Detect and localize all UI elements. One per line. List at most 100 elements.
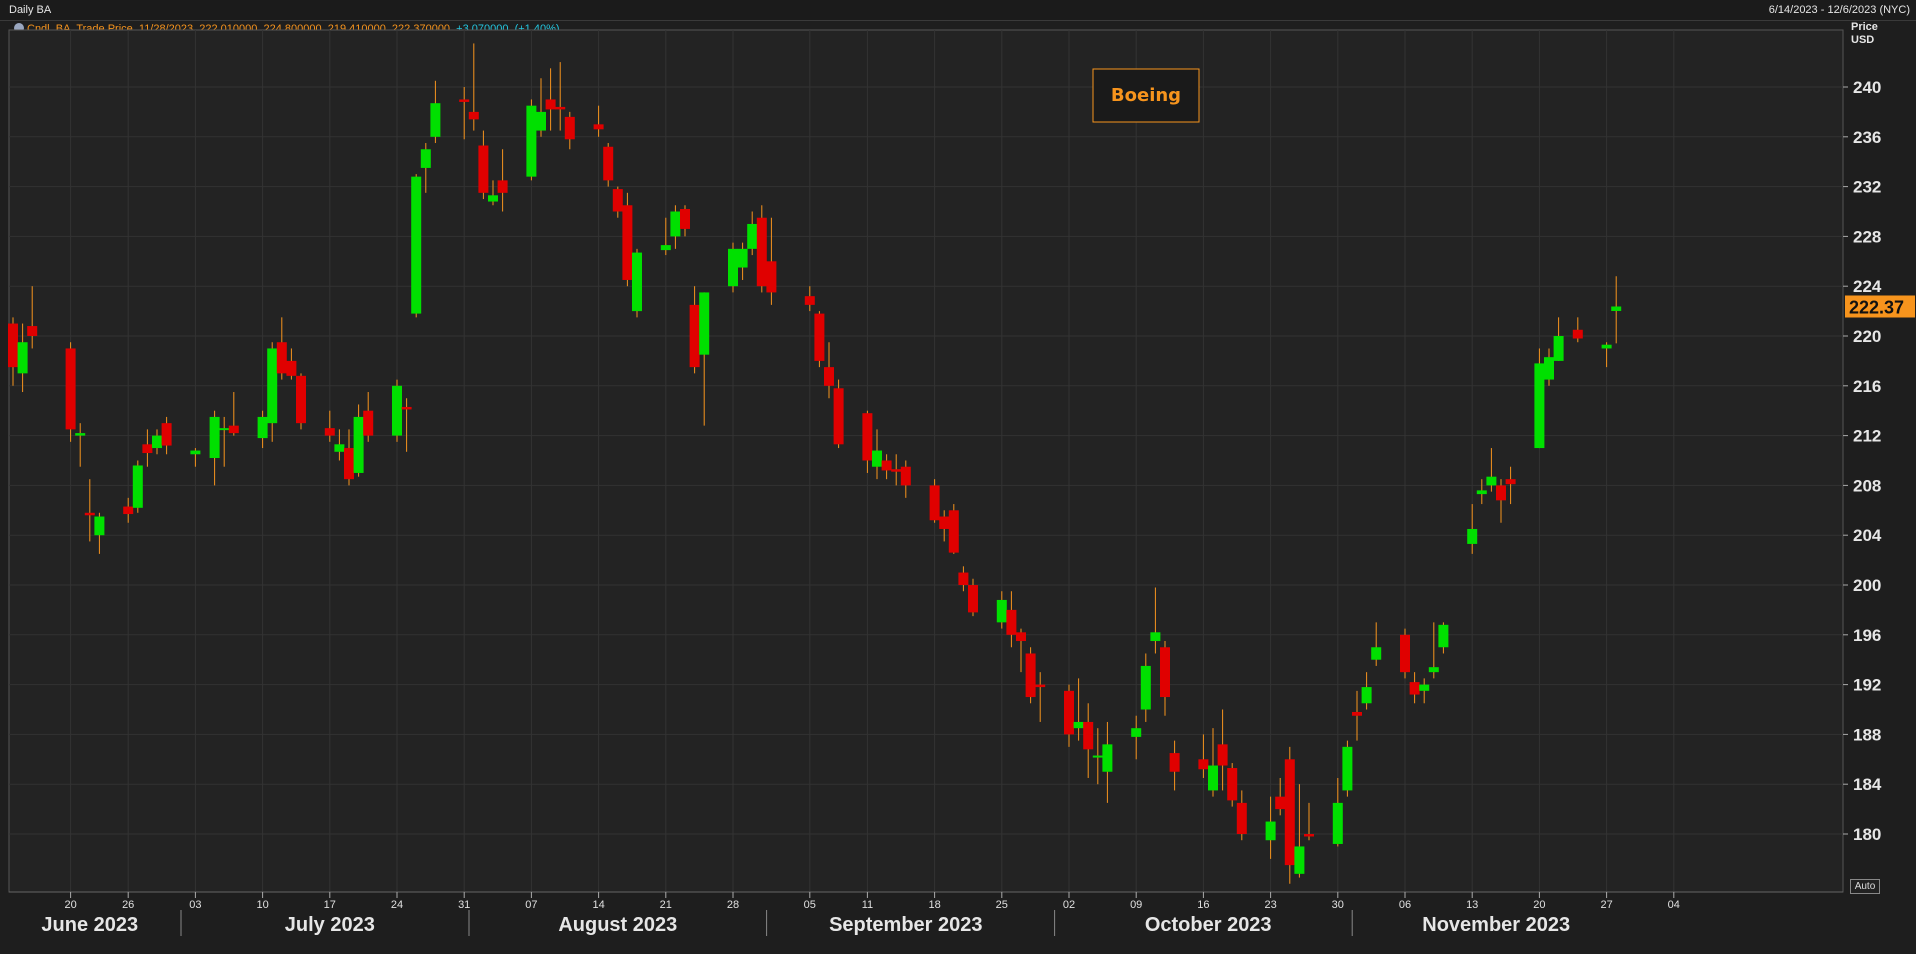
candle-body <box>689 304 700 368</box>
x-tick-label: 07 <box>525 899 537 911</box>
candle-body <box>545 99 556 110</box>
candle <box>363 392 374 442</box>
candle-body <box>430 103 441 137</box>
candle-body <box>1476 490 1487 495</box>
candle <box>555 62 566 131</box>
y-tick-label: 200 <box>1853 576 1881 595</box>
y-tick-label: 192 <box>1853 676 1881 695</box>
candle-body <box>756 217 767 287</box>
candle <box>660 217 671 256</box>
candle <box>219 416 230 467</box>
candle-body <box>1131 728 1142 737</box>
candle <box>344 429 354 486</box>
candle-body <box>209 416 220 459</box>
candle-body <box>1544 357 1554 380</box>
candle <box>1275 777 1286 816</box>
candle-body <box>1467 528 1478 544</box>
x-tick-label: 17 <box>324 899 336 911</box>
candle <box>593 105 604 137</box>
candle <box>929 479 940 523</box>
candle <box>689 286 700 374</box>
month-label: November 2023 <box>1422 914 1570 936</box>
candle-body <box>1553 336 1564 361</box>
candle-body <box>1419 684 1430 691</box>
month-label: October 2023 <box>1145 914 1272 936</box>
month-label: July 2023 <box>285 914 375 936</box>
candle <box>939 510 950 542</box>
candle <box>756 205 767 293</box>
price-axis: 180 184 188 192 196 200 204 208 212 216 220 224 228 2… <box>1843 78 1882 844</box>
candle-body <box>939 516 950 529</box>
candle <box>968 578 978 617</box>
x-tick-label: 05 <box>804 899 816 911</box>
candle-body <box>296 375 306 424</box>
candle-body <box>603 146 614 181</box>
candle-body <box>286 360 297 376</box>
candle-body <box>411 176 422 314</box>
candle <box>1198 734 1209 778</box>
candle <box>123 497 134 523</box>
x-tick-label: 16 <box>1197 899 1209 911</box>
x-tick-label: 27 <box>1600 899 1612 911</box>
candle-body <box>1505 479 1516 485</box>
price-axis-title: Price USD <box>1851 21 1878 47</box>
x-tick-label: 18 <box>928 899 940 911</box>
candle <box>1572 317 1583 343</box>
y-tick-label: 184 <box>1853 775 1882 794</box>
candle <box>75 423 86 467</box>
candle <box>190 448 201 467</box>
candle-body <box>459 99 470 102</box>
candle <box>1505 466 1516 505</box>
candle-body <box>612 189 623 212</box>
x-tick-label: 04 <box>1668 899 1680 911</box>
candle-body <box>344 448 354 480</box>
candle-body <box>996 599 1007 623</box>
x-tick-label: 21 <box>660 899 672 911</box>
candle <box>392 379 402 442</box>
candle <box>833 379 844 449</box>
candle <box>526 99 537 181</box>
candle-body <box>526 105 537 177</box>
candle <box>84 479 95 542</box>
candle <box>1016 628 1026 673</box>
candle <box>1304 802 1314 841</box>
y-tick-label: 224 <box>1853 277 1882 296</box>
candle <box>161 416 172 455</box>
candle-body <box>1073 721 1084 729</box>
month-label: September 2023 <box>829 914 982 936</box>
auto-scale-button[interactable]: Auto <box>1850 879 1880 894</box>
candle-body <box>747 223 758 249</box>
candle-body <box>1275 796 1286 810</box>
candle <box>1361 672 1372 710</box>
candle <box>545 68 556 131</box>
candle-body <box>94 516 105 536</box>
candle-body <box>363 410 374 436</box>
candle-body <box>900 466 911 486</box>
candle-body <box>392 385 402 436</box>
candle <box>276 317 287 380</box>
legend-dot-icon[interactable] <box>14 23 24 33</box>
candle-body <box>1083 721 1094 750</box>
candle <box>27 286 38 349</box>
candle <box>1534 348 1545 449</box>
candle <box>152 429 162 455</box>
candle-body <box>478 145 489 193</box>
candle-body <box>1160 647 1170 698</box>
candle-body <box>142 444 153 454</box>
candle-body <box>257 416 268 439</box>
candle <box>1131 715 1142 760</box>
candle-body <box>1534 363 1545 449</box>
x-tick-label: 20 <box>64 899 76 911</box>
candle <box>1064 684 1074 747</box>
chart-title-box: Boeing <box>1092 68 1200 123</box>
candle-body <box>8 323 18 368</box>
candle <box>459 87 470 140</box>
y-tick-label: 240 <box>1853 78 1881 97</box>
candle <box>862 410 873 473</box>
candle-body <box>1284 759 1295 866</box>
candle <box>257 410 268 449</box>
candle <box>94 512 105 554</box>
candle-body <box>1006 609 1017 635</box>
candle <box>430 80 441 144</box>
